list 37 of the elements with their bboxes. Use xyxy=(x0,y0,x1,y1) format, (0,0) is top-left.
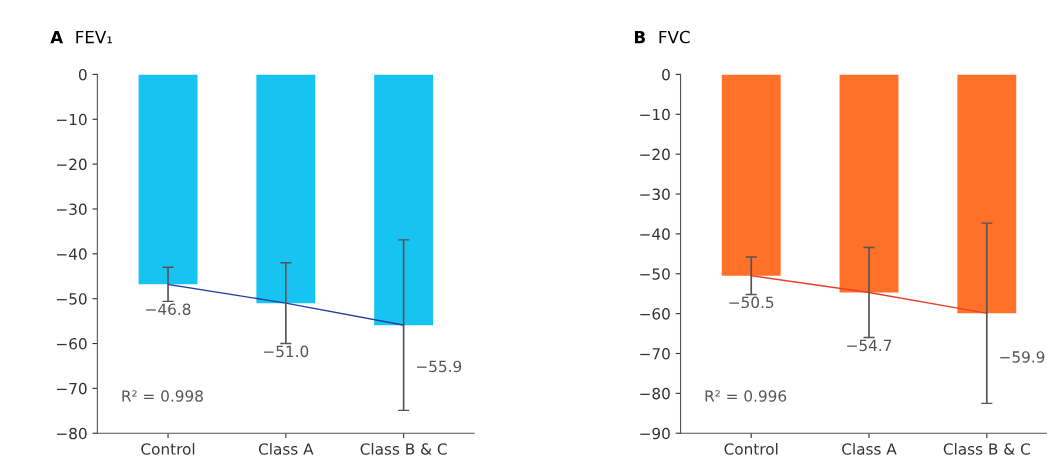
y-tick-label: −40 xyxy=(57,248,87,260)
y-tick-label: −20 xyxy=(57,158,87,171)
x-tick-label: Class A xyxy=(842,442,897,455)
y-tick-label: −90 xyxy=(640,427,670,440)
y-tick-label: −60 xyxy=(57,338,87,350)
y-tick-label: −70 xyxy=(640,347,670,360)
chart-subtitle: FEV₁ xyxy=(76,30,113,44)
chart-title: B xyxy=(634,30,645,44)
x-tick-label: Class B & C xyxy=(943,442,1030,455)
y-tick-label: −60 xyxy=(640,308,670,320)
y-tick-label: −80 xyxy=(640,387,670,400)
y-tick-label: −70 xyxy=(57,382,87,395)
x-tick-label: Class B & C xyxy=(360,442,447,455)
chart-subtitle: FVC xyxy=(659,30,690,44)
data-label: −51.0 xyxy=(264,345,309,358)
annotation: R² = 0.998 xyxy=(122,390,203,402)
y-tick-label: −20 xyxy=(640,148,670,161)
data-label: −54.7 xyxy=(847,339,892,352)
y-tick-label: −50 xyxy=(57,293,87,305)
data-label: −55.9 xyxy=(417,360,462,373)
y-tick-label: −50 xyxy=(640,268,670,280)
data-label: −46.8 xyxy=(146,303,191,315)
chart-title: A xyxy=(50,30,64,44)
y-tick-label: 0 xyxy=(78,68,87,81)
x-tick-label: Control xyxy=(724,442,778,455)
y-tick-label: 0 xyxy=(662,68,670,81)
y-tick-label: −30 xyxy=(57,203,87,215)
annotation: R² = 0.996 xyxy=(705,390,787,402)
y-tick-label: −30 xyxy=(640,188,670,201)
y-tick-label: −80 xyxy=(57,427,87,440)
data-label: −50.5 xyxy=(729,296,774,309)
x-tick-label: Class A xyxy=(258,442,314,455)
y-tick-label: −40 xyxy=(640,228,670,240)
y-tick-label: −10 xyxy=(57,113,87,126)
data-label: −59.9 xyxy=(1000,351,1045,363)
x-tick-label: Control xyxy=(141,442,195,455)
y-tick-label: −10 xyxy=(640,108,670,121)
